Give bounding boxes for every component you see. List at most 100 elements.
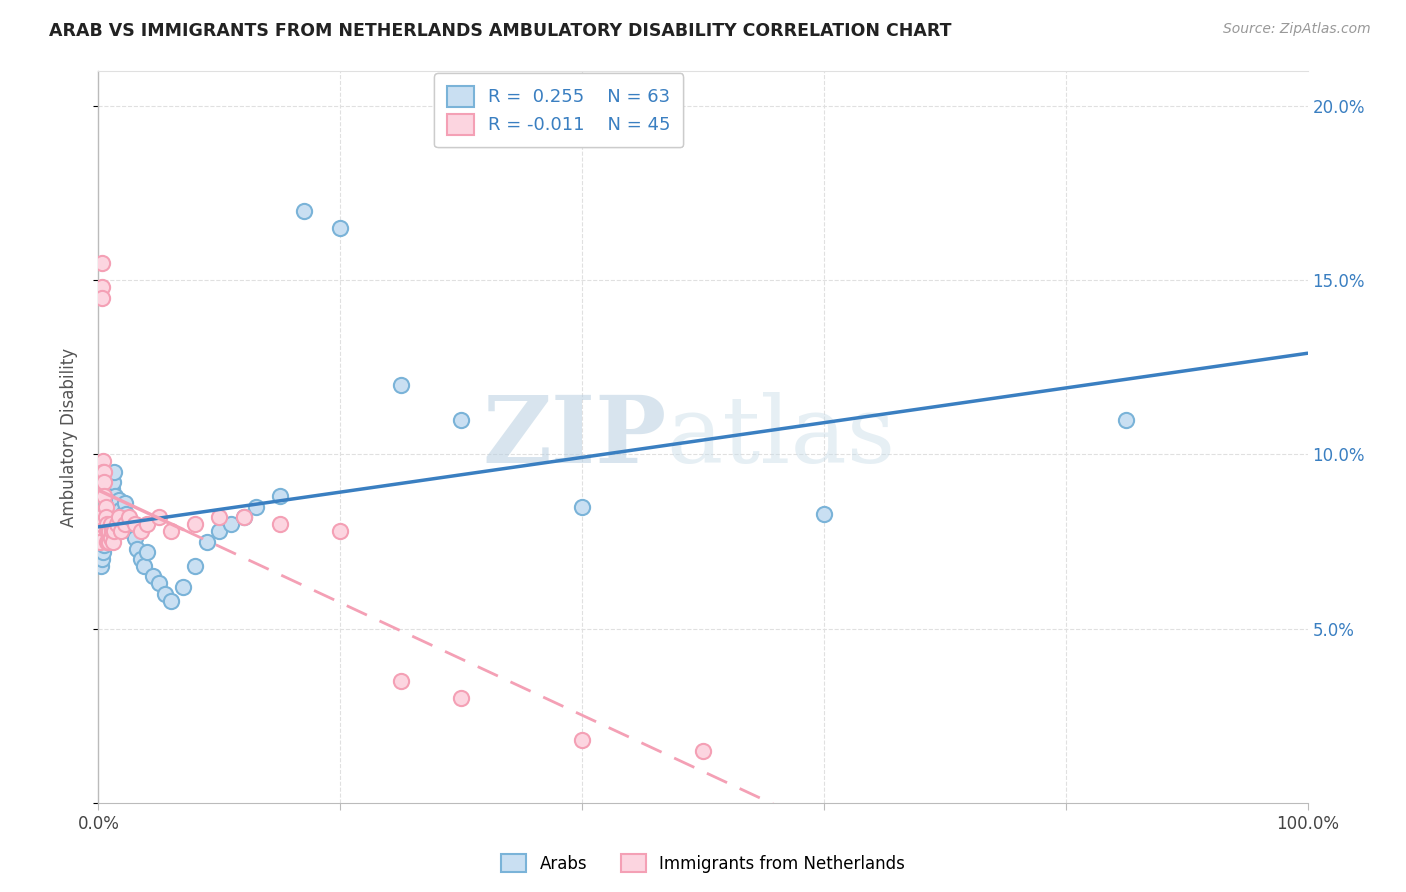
Point	[93, 465, 115, 479]
Point	[100, 517, 122, 532]
Point	[115, 507, 138, 521]
Point	[96, 534, 118, 549]
Point	[93, 538, 115, 552]
Point	[91, 454, 114, 468]
Point	[97, 496, 120, 510]
Point	[94, 527, 117, 541]
Point	[148, 576, 170, 591]
Point	[208, 524, 231, 538]
Point	[269, 517, 291, 532]
Point	[195, 534, 218, 549]
Point	[98, 524, 121, 538]
Point	[94, 500, 117, 514]
Point	[91, 280, 114, 294]
Point	[269, 489, 291, 503]
Point	[91, 538, 114, 552]
Legend: R =  0.255    N = 63, R = -0.011    N = 45: R = 0.255 N = 63, R = -0.011 N = 45	[434, 73, 683, 147]
Point	[91, 531, 114, 545]
Point	[329, 524, 352, 538]
Legend: Arabs, Immigrants from Netherlands: Arabs, Immigrants from Netherlands	[495, 847, 911, 880]
Point	[129, 524, 152, 538]
Point	[1115, 412, 1137, 426]
Point	[107, 510, 129, 524]
Point	[292, 203, 315, 218]
Point	[90, 545, 112, 559]
Point	[184, 558, 207, 573]
Point	[118, 517, 141, 532]
Point	[100, 489, 122, 503]
Text: ARAB VS IMMIGRANTS FROM NETHERLANDS AMBULATORY DISABILITY CORRELATION CHART: ARAB VS IMMIGRANTS FROM NETHERLANDS AMBU…	[49, 22, 952, 40]
Point	[160, 594, 183, 608]
Point	[89, 541, 111, 556]
Point	[93, 510, 115, 524]
Point	[114, 496, 136, 510]
Point	[100, 524, 122, 538]
Point	[105, 500, 128, 514]
Point	[96, 507, 118, 521]
Point	[105, 517, 128, 532]
Point	[389, 673, 412, 688]
Point	[120, 524, 142, 538]
Point	[813, 507, 835, 521]
Point	[329, 221, 352, 235]
Point	[98, 534, 121, 549]
Point	[172, 580, 194, 594]
Y-axis label: Ambulatory Disability: Ambulatory Disability	[59, 348, 77, 526]
Point	[124, 531, 146, 545]
Point	[104, 489, 127, 503]
Point	[101, 534, 124, 549]
Point	[118, 510, 141, 524]
Point	[91, 291, 114, 305]
Point	[96, 524, 118, 538]
Point	[90, 558, 112, 573]
Point	[94, 514, 117, 528]
Point	[91, 545, 114, 559]
Text: ZIP: ZIP	[482, 392, 666, 482]
Point	[245, 500, 267, 514]
Point	[97, 524, 120, 538]
Point	[129, 552, 152, 566]
Point	[93, 524, 115, 538]
Point	[98, 517, 121, 532]
Point	[103, 524, 125, 538]
Point	[103, 465, 125, 479]
Point	[450, 691, 472, 706]
Point	[221, 517, 243, 532]
Point	[110, 524, 132, 538]
Point	[134, 558, 156, 573]
Text: atlas: atlas	[666, 392, 896, 482]
Point	[91, 552, 114, 566]
Point	[94, 510, 117, 524]
Point	[692, 743, 714, 757]
Point	[142, 569, 165, 583]
Point	[389, 377, 412, 392]
Point	[153, 587, 176, 601]
Point	[135, 545, 157, 559]
Point	[98, 531, 121, 545]
Point	[100, 531, 122, 545]
Point	[90, 534, 112, 549]
Point	[124, 517, 146, 532]
Point	[97, 534, 120, 549]
Point	[571, 500, 593, 514]
Point	[148, 510, 170, 524]
Point	[114, 517, 136, 532]
Point	[232, 510, 254, 524]
Point	[91, 524, 114, 538]
Point	[91, 256, 114, 270]
Point	[571, 733, 593, 747]
Point	[97, 510, 120, 524]
Point	[94, 500, 117, 514]
Point	[89, 527, 111, 541]
Point	[90, 517, 112, 532]
Point	[93, 489, 115, 503]
Point	[101, 475, 124, 490]
Point	[100, 483, 122, 497]
Point	[89, 534, 111, 549]
Point	[90, 510, 112, 524]
Point	[160, 524, 183, 538]
Point	[111, 507, 134, 521]
Text: Source: ZipAtlas.com: Source: ZipAtlas.com	[1223, 22, 1371, 37]
Point	[135, 517, 157, 532]
Point	[450, 412, 472, 426]
